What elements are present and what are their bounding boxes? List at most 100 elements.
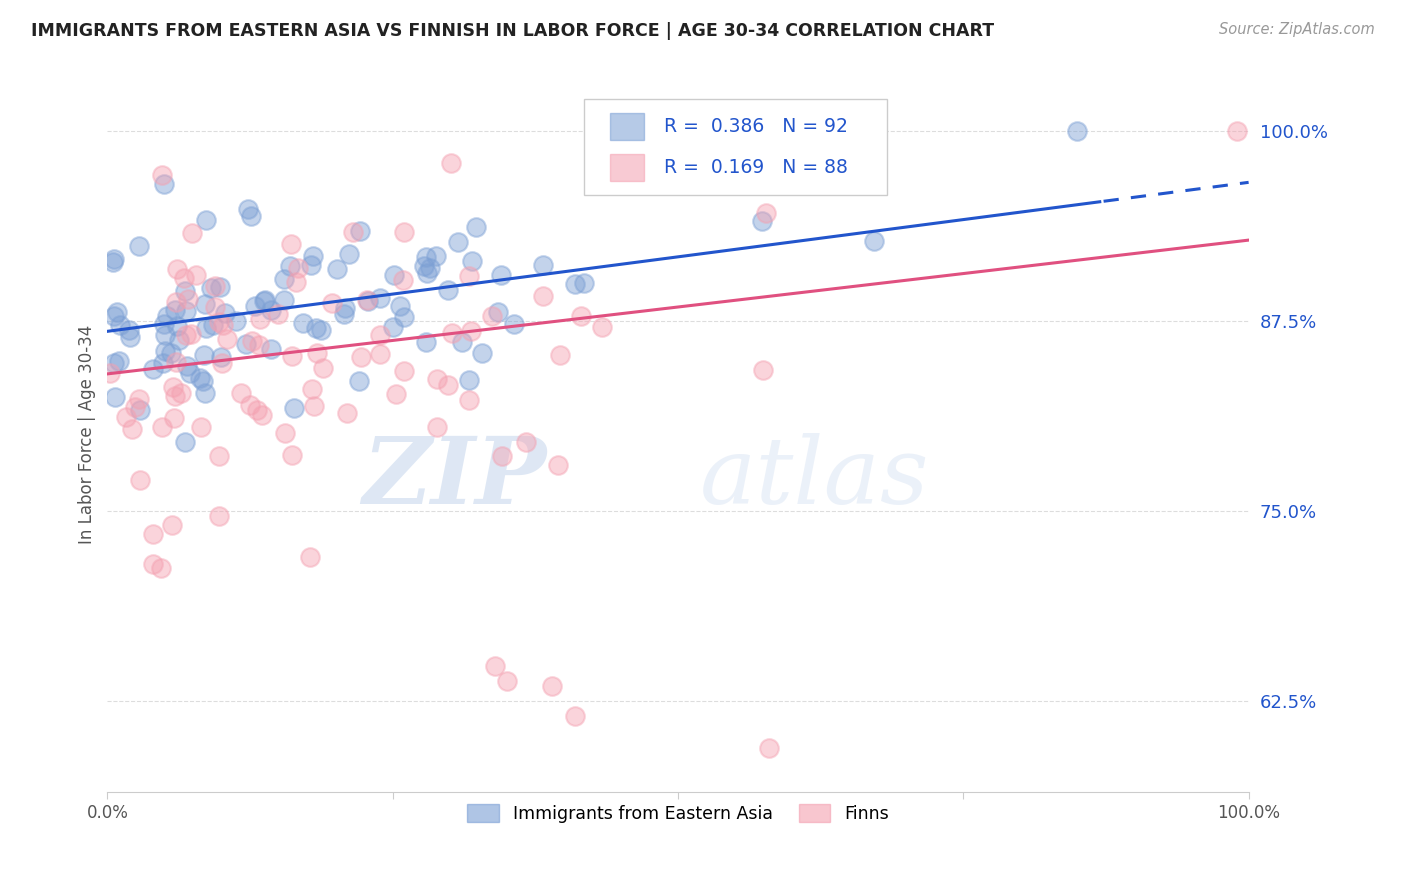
Point xyxy=(105,305,128,319)
Point xyxy=(204,278,226,293)
Point xyxy=(548,348,571,362)
Point xyxy=(755,206,778,220)
Point xyxy=(481,309,503,323)
Point xyxy=(356,293,378,307)
Point xyxy=(188,371,211,385)
Point xyxy=(312,361,335,376)
Point xyxy=(347,375,370,389)
Point xyxy=(274,426,297,441)
Point xyxy=(564,277,586,292)
Point xyxy=(491,450,513,464)
Point xyxy=(184,268,207,282)
Point xyxy=(368,328,391,343)
Point xyxy=(160,346,183,360)
Point xyxy=(305,321,328,335)
Point xyxy=(195,212,218,227)
FancyBboxPatch shape xyxy=(610,154,644,181)
Point xyxy=(180,327,202,342)
Point xyxy=(208,509,231,524)
Point xyxy=(357,294,380,309)
Point xyxy=(287,261,309,276)
Point xyxy=(142,557,165,571)
Point xyxy=(225,314,247,328)
Point xyxy=(302,400,325,414)
Point xyxy=(457,392,479,407)
Point xyxy=(214,306,236,320)
Point xyxy=(336,406,359,420)
Point xyxy=(247,337,270,351)
Point xyxy=(250,409,273,423)
Point xyxy=(204,300,226,314)
Point xyxy=(150,560,173,574)
Point xyxy=(392,310,415,324)
Point xyxy=(166,318,188,333)
Point xyxy=(299,258,322,272)
Point xyxy=(173,270,195,285)
Point xyxy=(253,293,276,307)
Point xyxy=(163,302,186,317)
Point xyxy=(471,346,494,360)
Point xyxy=(103,252,125,267)
Point xyxy=(326,261,349,276)
Point xyxy=(194,321,217,335)
Point xyxy=(165,355,187,369)
Point xyxy=(349,224,371,238)
Point xyxy=(415,250,437,264)
Point xyxy=(165,389,187,403)
Point xyxy=(259,343,281,357)
Point xyxy=(153,327,176,342)
Point xyxy=(176,359,198,374)
Point xyxy=(208,315,231,329)
Point xyxy=(103,356,125,370)
Point xyxy=(128,392,150,406)
Point xyxy=(211,351,233,365)
Point xyxy=(193,347,215,361)
Point xyxy=(450,335,472,350)
Point xyxy=(107,353,129,368)
Point xyxy=(246,403,269,417)
Point xyxy=(174,435,197,450)
Point xyxy=(235,337,257,351)
Point xyxy=(152,356,174,370)
Text: Source: ZipAtlas.com: Source: ZipAtlas.com xyxy=(1219,22,1375,37)
Point xyxy=(281,448,304,462)
Point xyxy=(389,299,412,313)
Point xyxy=(460,324,482,338)
Point xyxy=(425,250,447,264)
Point xyxy=(569,309,592,323)
Point xyxy=(531,258,554,272)
Point xyxy=(382,320,405,334)
Point xyxy=(191,375,214,389)
Point xyxy=(574,276,596,290)
Text: IMMIGRANTS FROM EASTERN ASIA VS FINNISH IN LABOR FORCE | AGE 30-34 CORRELATION C: IMMIGRANTS FROM EASTERN ASIA VS FINNISH … xyxy=(31,22,994,40)
Point xyxy=(502,318,524,332)
Point xyxy=(489,268,512,282)
Point xyxy=(194,385,217,400)
Point xyxy=(292,316,315,330)
Point xyxy=(117,323,139,337)
Point xyxy=(173,285,195,299)
Point xyxy=(301,382,323,396)
Point xyxy=(751,213,773,227)
Point xyxy=(273,272,295,286)
Point xyxy=(259,302,281,317)
Point xyxy=(382,268,405,282)
Point xyxy=(180,227,202,241)
Point xyxy=(321,296,343,310)
Y-axis label: In Labor Force | Age 30-34: In Labor Force | Age 30-34 xyxy=(79,325,96,544)
Point xyxy=(201,318,224,332)
Point xyxy=(1226,123,1249,137)
Point xyxy=(460,253,482,268)
Point xyxy=(335,301,357,315)
Point xyxy=(337,247,360,261)
Point xyxy=(240,210,263,224)
Point xyxy=(458,268,481,283)
Point xyxy=(484,658,506,673)
Point xyxy=(547,458,569,472)
Point xyxy=(142,362,165,376)
Legend: Immigrants from Eastern Asia, Finns: Immigrants from Eastern Asia, Finns xyxy=(461,797,896,830)
Point xyxy=(541,679,564,693)
Point xyxy=(209,279,232,293)
Point xyxy=(211,356,233,370)
Point xyxy=(212,318,235,332)
